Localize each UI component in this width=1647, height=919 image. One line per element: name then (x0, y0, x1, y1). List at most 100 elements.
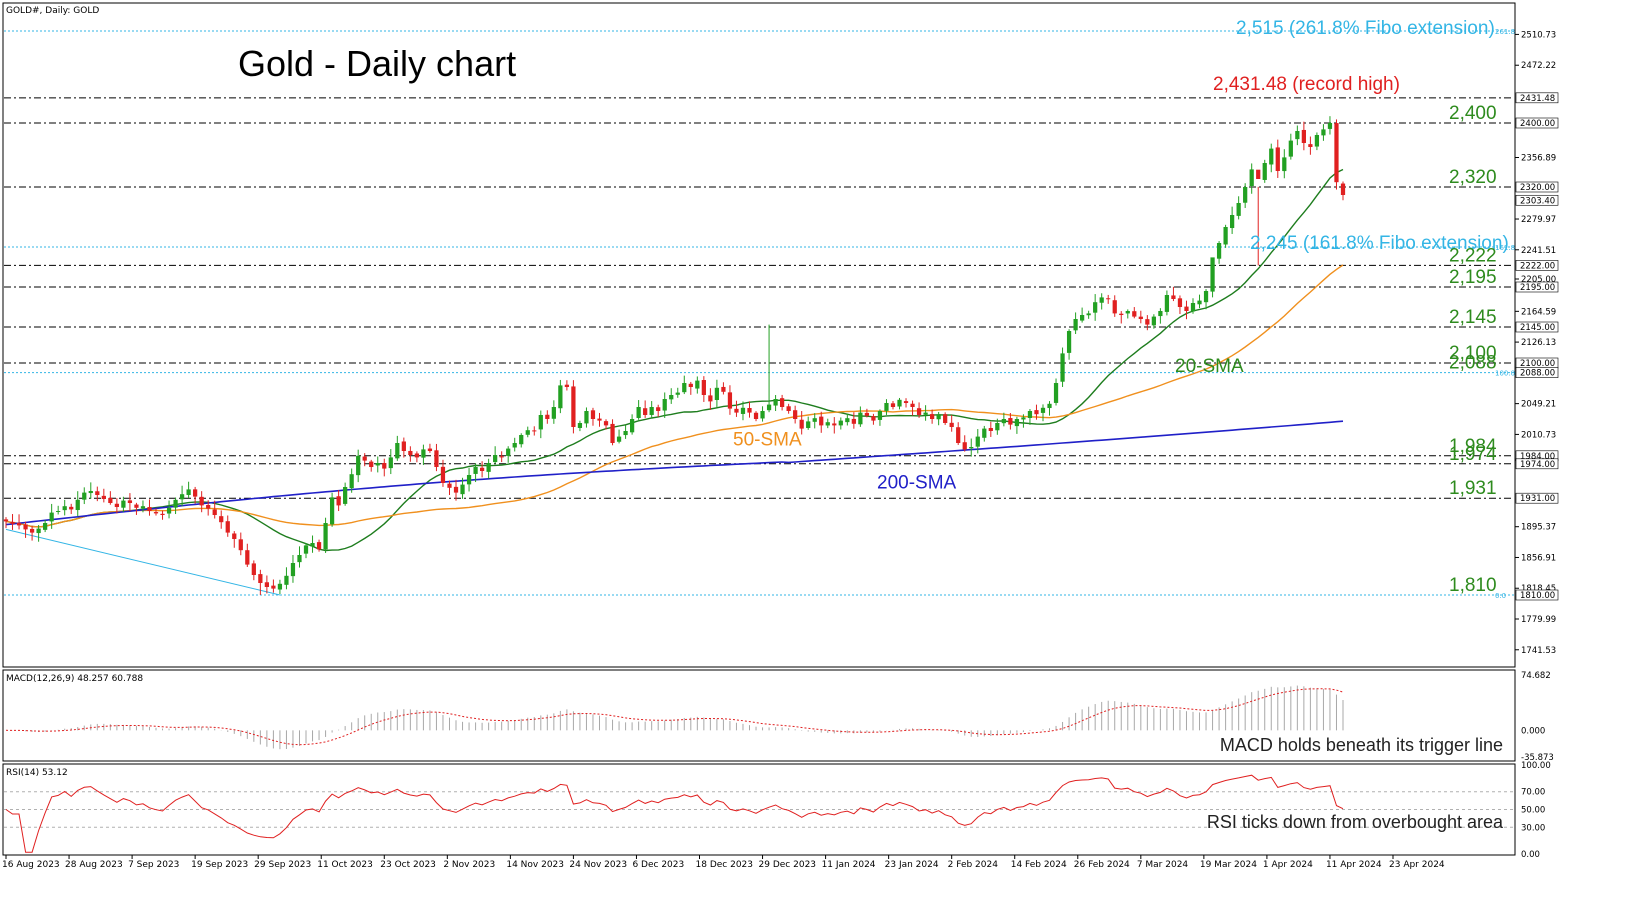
price-box (1515, 321, 1559, 333)
x-tick-label: 23 Oct 2023 (380, 860, 436, 870)
candle (629, 414, 635, 435)
candle-body (440, 466, 446, 483)
candle-body (1099, 297, 1104, 303)
x-tick-label: 2 Nov 2023 (443, 860, 495, 870)
candle-body (382, 463, 387, 469)
candle (173, 497, 178, 515)
candle (623, 425, 628, 439)
sma20-line (5, 168, 1344, 552)
candle-body (675, 392, 680, 395)
candle-body (271, 585, 276, 589)
candle-body (786, 406, 791, 411)
candle (23, 521, 28, 538)
price-box-label: 2320.00 (1520, 183, 1555, 193)
candle-body (636, 407, 641, 418)
candle (1138, 310, 1143, 324)
candle (303, 543, 309, 559)
candle (740, 401, 746, 421)
symbol-header: GOLD#, Daily: GOLD (6, 6, 99, 16)
price-tick-label: 1856.91 (1521, 553, 1556, 563)
candle (140, 500, 146, 513)
candle-body (414, 453, 420, 458)
candle (669, 388, 674, 404)
candle (708, 388, 713, 410)
candle (1308, 136, 1313, 155)
price-box-label: 1810.00 (1520, 591, 1555, 601)
candle (1340, 181, 1346, 201)
candle-body (890, 403, 896, 407)
price-tick-label: 1779.99 (1521, 615, 1556, 625)
candle-body (1080, 315, 1085, 321)
candle (1184, 300, 1189, 320)
candle-body (721, 386, 726, 392)
candle (1151, 314, 1156, 329)
candle (62, 499, 67, 516)
candle-body (845, 418, 850, 423)
candle-body (323, 523, 328, 550)
price-tick-label: 1818.45 (1521, 584, 1556, 594)
candle-body (943, 414, 948, 423)
candle-body (206, 504, 211, 509)
candle-body (199, 496, 204, 506)
candle-body (1327, 123, 1333, 129)
candle-body (219, 516, 224, 523)
candle-body (1047, 403, 1052, 409)
candle-body (623, 431, 628, 436)
candle (1119, 311, 1124, 324)
rsi-tick-label: 100.00 (1521, 761, 1551, 771)
macd-header: MACD(12,26,9) 48.257 60.788 (6, 674, 143, 684)
x-tick-label: 11 Apr 2024 (1326, 860, 1382, 870)
x-tick-label: 7 Sep 2023 (128, 860, 179, 870)
x-tick-label: 14 Feb 2024 (1011, 860, 1067, 870)
candle-body (512, 443, 517, 448)
candle (1021, 414, 1026, 428)
x-tick-label: 16 Aug 2023 (2, 860, 60, 870)
candle (760, 406, 765, 422)
candle (401, 437, 406, 458)
candle (1014, 416, 1020, 434)
candle (1080, 307, 1085, 323)
candle (388, 449, 393, 475)
macd-layer: 74.682 0.000 -35.873 (5, 671, 1554, 763)
candle (727, 385, 733, 415)
macd-note: MACD holds beneath its trigger line (1220, 735, 1503, 755)
candle-body (1203, 291, 1209, 303)
candle (1125, 309, 1130, 319)
candle (147, 499, 152, 516)
candle-body (153, 512, 159, 514)
candle (538, 410, 543, 439)
candle-body (29, 528, 35, 533)
candle-body (310, 543, 315, 547)
candle-body (284, 575, 289, 585)
candle (584, 407, 589, 428)
candle (577, 420, 583, 432)
candle (101, 488, 106, 503)
candle-body (1210, 257, 1215, 292)
fibo-tag-4: 161.8 (1495, 244, 1515, 252)
candle (421, 444, 426, 466)
candle-body (551, 407, 556, 419)
candle-body (362, 456, 367, 461)
candle (297, 546, 302, 568)
candle-body (1164, 295, 1170, 312)
y-axis-layer: 2510.73 2472.22 2356.89 2279.97 2241.51 2205.… (1515, 30, 1559, 656)
x-tick-label: 19 Sep 2023 (191, 860, 248, 870)
price-tick-label: 2356.89 (1521, 153, 1556, 163)
candle (1158, 308, 1163, 324)
candle (375, 456, 380, 473)
candle (466, 468, 472, 492)
candle (871, 413, 876, 425)
candle-body (1171, 295, 1176, 299)
candle-body (688, 383, 693, 387)
candle-body (903, 401, 909, 403)
candle-body (753, 412, 759, 419)
fibo-tag-13: 0.0 (1495, 592, 1506, 600)
candle-body (1262, 163, 1267, 180)
candle (1008, 412, 1013, 430)
price-box (1515, 117, 1559, 129)
candle (1027, 409, 1033, 425)
candle-body (1249, 169, 1254, 187)
candle (408, 446, 413, 462)
candle-body (923, 412, 928, 415)
candle (695, 376, 700, 394)
